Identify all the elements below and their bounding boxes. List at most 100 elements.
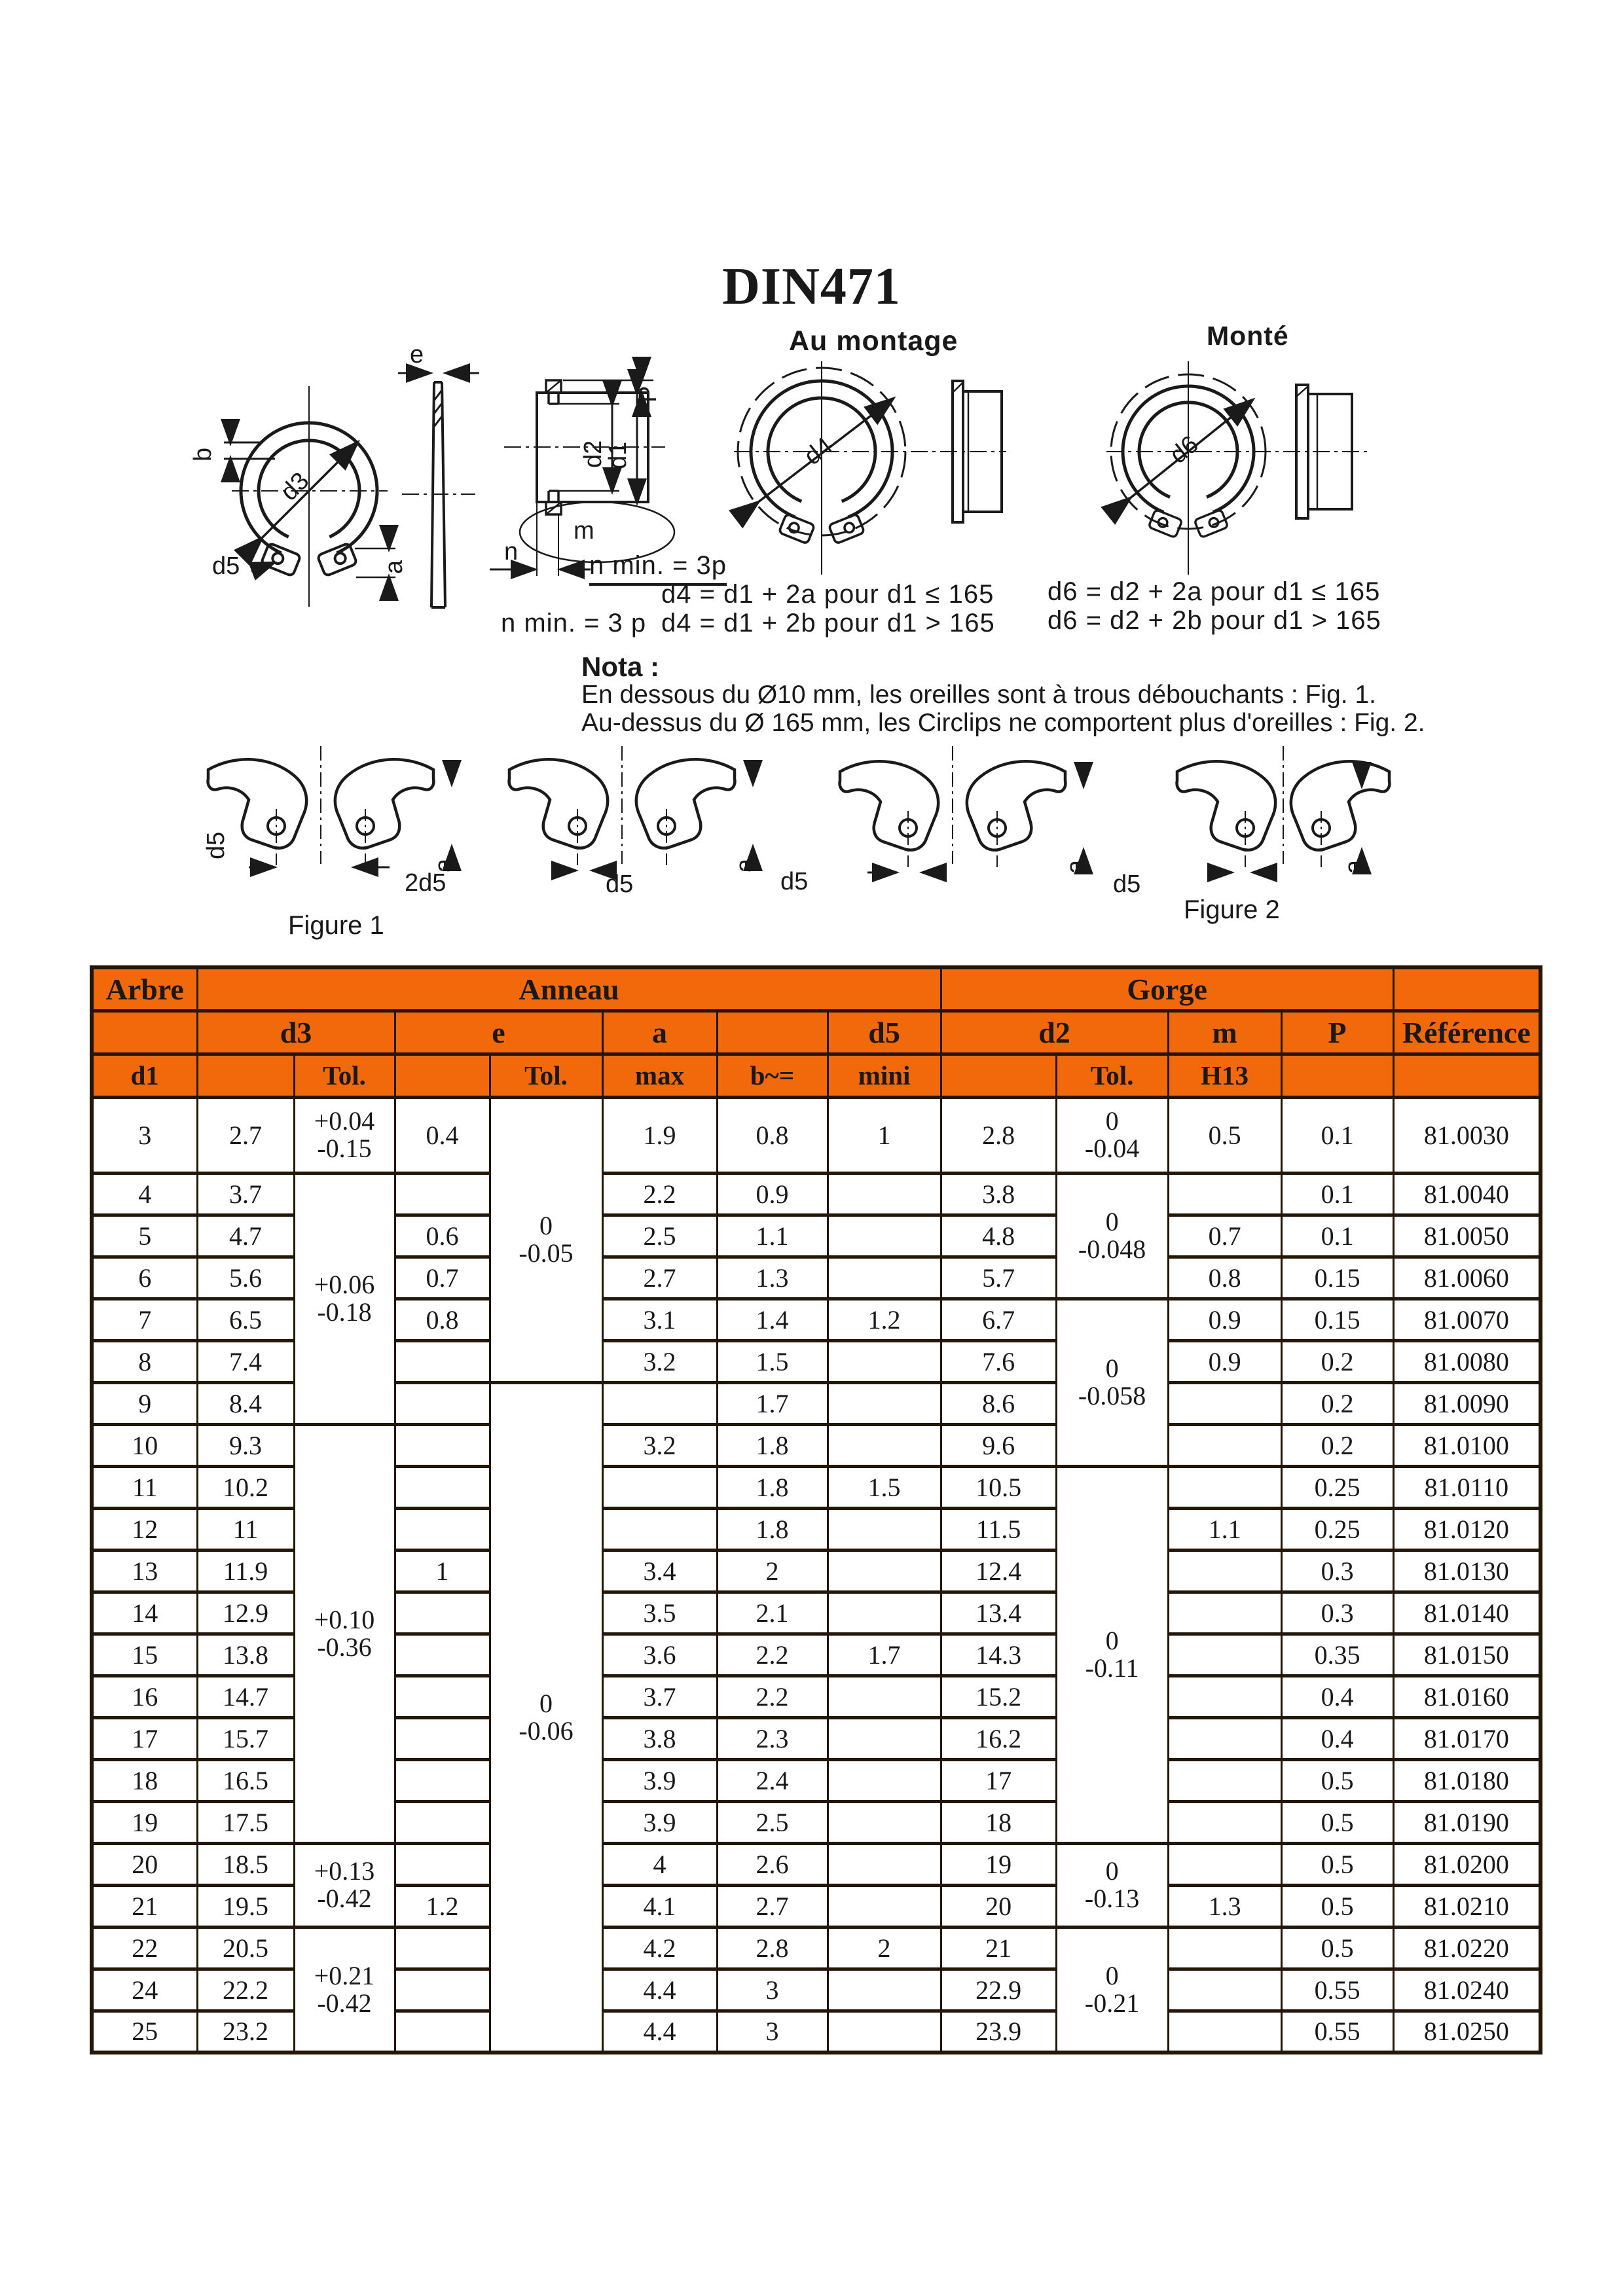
table-cell: 3.6 xyxy=(601,1632,718,1677)
table-cell: 81.0060 xyxy=(1392,1255,1542,1300)
table-cell: 22.2 xyxy=(196,1967,295,2013)
table-cell xyxy=(1167,1464,1283,1510)
table-cell: 2.3 xyxy=(716,1715,829,1761)
table-cell: 18 xyxy=(939,1799,1057,1845)
table-row: 13 11.9 1 3.4 2 12.4 0.3 81.0130 xyxy=(90,1548,1542,1594)
table-cell: 1.4 xyxy=(716,1297,829,1342)
table-cell: 14.3 xyxy=(939,1632,1057,1677)
table-cell xyxy=(1167,2009,1283,2054)
table-cell: 1.1 xyxy=(1167,1506,1283,1552)
table-cell: 20 xyxy=(90,1841,198,1887)
table-cell: 9.6 xyxy=(939,1422,1057,1468)
table-cell: 0.2 xyxy=(1280,1338,1395,1384)
table-cell: 0.3 xyxy=(1280,1590,1395,1636)
table-cell: 2.5 xyxy=(716,1799,829,1845)
table-row: 10 9.3 +0.10 -0.36 3.2 1.8 9.6 0.2 81.0100 xyxy=(90,1422,1542,1845)
table-cell: 16.2 xyxy=(939,1715,1057,1761)
table-cell: 1.3 xyxy=(716,1255,829,1300)
table-row: 12 11 1.8 11.5 1.1 0.25 81.0120 xyxy=(90,1506,1542,1552)
dim-d2-label: d2 xyxy=(579,440,607,468)
table-cell: 81.0150 xyxy=(1392,1632,1542,1677)
table-cell: 5.6 xyxy=(196,1255,295,1300)
header-cell: m xyxy=(1167,1009,1283,1056)
table-cell: 19 xyxy=(939,1841,1057,1887)
table-cell: 2.4 xyxy=(716,1757,829,1803)
table-cell: 1.8 xyxy=(716,1506,829,1552)
spec-table: Arbre Anneau Gorge d3 e a d5 d2 m P Référence d1 Tol… xyxy=(90,965,1543,2054)
table-cell: 0.7 xyxy=(1167,1213,1283,1259)
table-cell xyxy=(393,1757,491,1803)
table-cell: 0.4 xyxy=(1280,1715,1395,1761)
table-cell: 0.9 xyxy=(1167,1338,1283,1384)
table-cell: 4 xyxy=(601,1841,718,1887)
header-cell: d1 xyxy=(90,1052,198,1099)
table-cell: 0.4 xyxy=(393,1095,491,1175)
table-cell: 1.5 xyxy=(826,1464,942,1510)
table-cell: 81.0170 xyxy=(1392,1715,1542,1761)
table-cell: 19.5 xyxy=(196,1883,295,1929)
table-cell xyxy=(1167,1799,1283,1845)
dim-e-label: e xyxy=(410,341,424,368)
table-cell: 2 xyxy=(826,1925,942,1971)
table-cell xyxy=(1167,1422,1283,1468)
table-cell: 1.9 xyxy=(601,1095,718,1175)
table-cell: 0 -0.05 xyxy=(488,1095,604,1384)
table-cell: 2.1 xyxy=(716,1590,829,1636)
table-cell: 14 xyxy=(90,1590,198,1636)
header-cell: d3 xyxy=(196,1009,396,1056)
table-row: 4 3.7 +0.06 -0.18 2.2 0.9 3.8 0 -0.048 0.1 81.00… xyxy=(90,1171,1542,1426)
table-cell: 3.9 xyxy=(601,1757,718,1803)
table-cell: 0.5 xyxy=(1280,1799,1395,1845)
table-cell: 15.7 xyxy=(196,1715,295,1761)
table-cell: 8.4 xyxy=(196,1380,295,1426)
table-cell: 81.0140 xyxy=(1392,1590,1542,1636)
table-cell: 0.15 xyxy=(1280,1255,1395,1300)
table-cell: 3.7 xyxy=(601,1674,718,1719)
table-cell xyxy=(826,1883,942,1929)
header-cell: Référence xyxy=(1392,1009,1542,1056)
header-cell xyxy=(1280,1052,1395,1099)
table-cell xyxy=(393,1967,491,2013)
table-cell: 1.7 xyxy=(826,1632,942,1677)
table-cell: 9 xyxy=(90,1380,198,1426)
dim-n-label: n xyxy=(504,538,518,565)
table-cell: 81.0190 xyxy=(1392,1799,1542,1845)
fig-dim-a-2: a xyxy=(731,858,759,872)
table-cell: +0.21 -0.42 xyxy=(293,1925,396,2054)
table-cell: 3.7 xyxy=(196,1171,295,1217)
header-cell: d5 xyxy=(826,1009,942,1056)
table-row: 7 6.5 0.8 3.1 1.4 1.2 6.7 0 -0.058 0.9 0.15 81.007… xyxy=(90,1297,1542,1468)
table-cell xyxy=(393,1925,491,1971)
table-cell xyxy=(393,1380,491,1426)
table-cell: 18.5 xyxy=(196,1841,295,1887)
table-cell xyxy=(1167,1925,1283,1971)
table-cell: 7.6 xyxy=(939,1338,1057,1384)
drawing-monte: d6 xyxy=(1101,361,1368,575)
table-cell: 7 xyxy=(90,1297,198,1342)
table-cell: 1.1 xyxy=(716,1213,829,1259)
fig-dim-a-1: a xyxy=(430,858,458,872)
table-cell: 11.5 xyxy=(939,1506,1057,1552)
table-cell xyxy=(393,1841,491,1887)
table-cell: 2.2 xyxy=(716,1674,829,1719)
table-cell: 21 xyxy=(939,1925,1057,1971)
table-cell: 81.0050 xyxy=(1392,1213,1542,1259)
table-cell: 0.9 xyxy=(1167,1297,1283,1342)
table-cell: 0.1 xyxy=(1280,1171,1395,1217)
table-cell xyxy=(393,1338,491,1384)
table-cell: 81.0250 xyxy=(1392,2009,1542,2054)
table-cell: 3.5 xyxy=(601,1590,718,1636)
table-cell: 10 xyxy=(90,1422,198,1468)
table-cell: 11 xyxy=(90,1464,198,1510)
table-cell: 21 xyxy=(90,1883,198,1929)
table-cell: 81.0220 xyxy=(1392,1925,1542,1971)
table-cell: 6.7 xyxy=(939,1297,1057,1342)
header-cell: H13 xyxy=(1167,1052,1283,1099)
table-cell: 13.4 xyxy=(939,1590,1057,1636)
table-cell xyxy=(826,1799,942,1845)
page-title: DIN471 xyxy=(722,258,901,315)
table-cell: 0.8 xyxy=(393,1297,491,1342)
fig-dim-d5-3: d5 xyxy=(780,868,809,895)
table-row: 15 13.8 3.6 2.2 1.7 14.3 0.35 81.0150 xyxy=(90,1632,1542,1677)
table-cell: 1.8 xyxy=(716,1464,829,1510)
